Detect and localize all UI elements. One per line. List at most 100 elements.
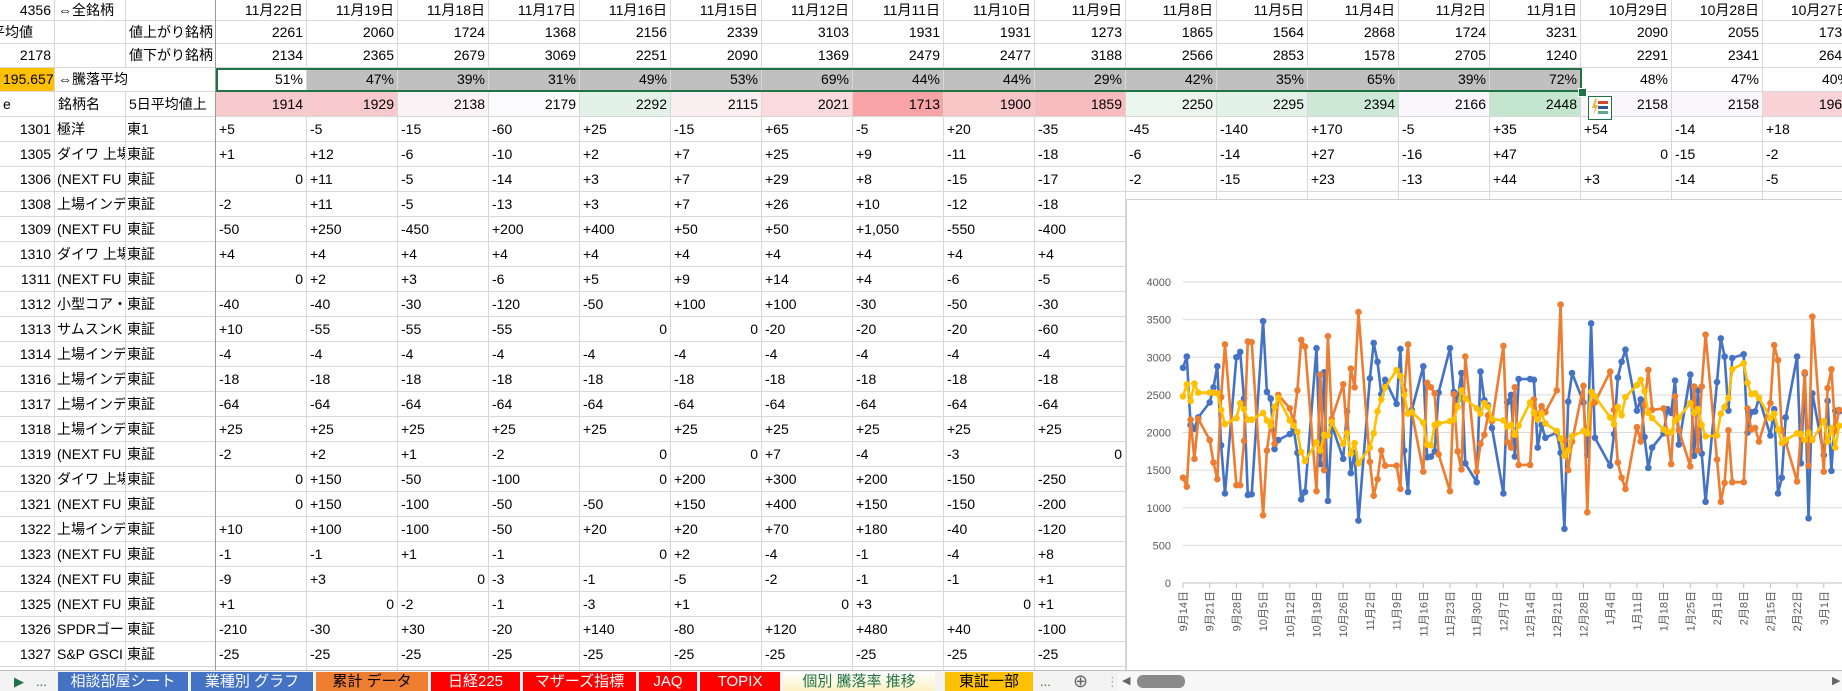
price-change-cell[interactable]: -30 [307,617,398,642]
price-change-cell[interactable]: +100 [671,292,762,317]
price-change-cell[interactable]: -13 [1399,167,1490,192]
advancers-value[interactable]: 2261 [216,21,307,44]
sheet-tab[interactable]: 相談部屋シート [58,672,188,691]
price-change-cell[interactable]: -1 [853,567,944,592]
ratio-value[interactable]: 49% [580,68,671,92]
price-change-cell[interactable]: -12 [944,192,1035,217]
price-change-cell[interactable]: +65 [762,117,853,142]
price-change-cell[interactable]: -50 [398,467,489,492]
price-change-cell[interactable]: +7 [762,442,853,467]
price-change-cell[interactable]: -2 [216,192,307,217]
avg5-value[interactable]: 2292 [580,92,671,117]
price-change-cell[interactable]: -3 [580,592,671,617]
price-change-cell[interactable]: 0 [580,542,671,567]
scroll-left-arrow[interactable]: ◀ [1122,675,1131,687]
advancers-value[interactable]: 2156 [580,21,671,44]
price-change-cell[interactable]: -25 [398,642,489,667]
stock-name[interactable]: (NEXT FU [55,167,126,192]
date-header[interactable]: 11月1日 [1490,0,1581,21]
avg5-value[interactable]: 2021 [762,92,853,117]
price-change-cell[interactable]: -5 [1035,267,1126,292]
price-change-cell[interactable]: 0 [580,442,671,467]
ratio-value[interactable]: 44% [853,68,944,92]
ratio-value[interactable]: 47% [1672,68,1763,92]
advancers-value[interactable]: 1273 [1035,21,1126,44]
price-change-cell[interactable]: +1 [398,542,489,567]
price-change-cell[interactable]: -64 [853,392,944,417]
price-change-cell[interactable]: +1 [216,142,307,167]
price-change-cell[interactable]: -18 [762,367,853,392]
price-change-cell[interactable]: -25 [762,642,853,667]
price-change-cell[interactable]: +4 [580,242,671,267]
ratio-value[interactable]: 47% [307,68,398,92]
price-change-cell[interactable]: -14 [1672,117,1763,142]
stock-name[interactable]: (NEXT FU [55,217,126,242]
avg5-value[interactable]: 2448 [1490,92,1581,117]
stock-code[interactable]: 1312 [0,292,55,317]
price-change-cell[interactable]: +130 [853,667,944,670]
advancers-label[interactable]: 値上がり銘柄 [126,21,216,44]
price-change-cell[interactable]: +35 [1490,117,1581,142]
price-change-cell[interactable]: +25 [580,117,671,142]
advancers-value[interactable]: 2060 [307,21,398,44]
price-change-cell[interactable]: -40 [307,292,398,317]
date-header[interactable]: 10月27日 [1763,0,1842,21]
avg5-value[interactable]: 1900 [944,92,1035,117]
price-change-cell[interactable]: -18 [1035,192,1126,217]
price-change-cell[interactable]: +4 [944,242,1035,267]
price-change-cell[interactable]: -2 [398,592,489,617]
stock-code[interactable]: 1321 [0,492,55,517]
price-change-cell[interactable]: 0 [216,492,307,517]
advancers-value[interactable]: 1724 [398,21,489,44]
decliners-value[interactable]: 2341 [1672,44,1763,68]
stock-market[interactable]: 東証 [126,542,216,567]
ratio-average-cell[interactable]: 195.657 [0,68,55,92]
price-change-cell[interactable]: +40 [580,667,671,670]
price-change-cell[interactable]: -5 [398,167,489,192]
date-header[interactable]: 11月12日 [762,0,853,21]
price-change-cell[interactable]: -55 [489,317,580,342]
price-change-cell[interactable]: -5 [1399,117,1490,142]
price-change-cell[interactable]: -80 [671,617,762,642]
price-change-cell[interactable]: +180 [853,517,944,542]
price-change-cell[interactable]: +27 [1308,142,1399,167]
decliners-value[interactable]: 2645 [1763,44,1842,68]
tab-scroll-next-button[interactable]: ▶ [14,674,24,689]
date-header[interactable]: 11月15日 [671,0,762,21]
stock-code[interactable]: 1310 [0,242,55,267]
price-change-cell[interactable]: -210 [216,617,307,642]
price-change-cell[interactable]: +200 [853,467,944,492]
sheet-tab[interactable]: 累計 データ [316,672,428,691]
price-change-cell[interactable]: 0 [216,167,307,192]
add-sheet-button[interactable]: ⊕ [1073,671,1089,691]
price-change-cell[interactable]: -3 [944,442,1035,467]
price-change-cell[interactable]: -250 [1035,467,1126,492]
price-change-cell[interactable]: +3 [398,267,489,292]
price-change-cell[interactable]: +4 [1035,242,1126,267]
price-change-cell[interactable]: +150 [853,492,944,517]
price-change-cell[interactable]: +300 [762,467,853,492]
stock-name[interactable]: 上場インデ [55,517,126,542]
stock-code[interactable]: 1314 [0,342,55,367]
stock-name[interactable]: 上場インデ [55,342,126,367]
date-header[interactable]: 11月5日 [1217,0,1308,21]
price-change-cell[interactable]: -40 [216,667,307,670]
price-change-cell[interactable]: +30 [398,617,489,642]
price-change-cell[interactable]: -6 [944,267,1035,292]
price-change-cell[interactable]: -16 [1399,142,1490,167]
price-change-cell[interactable]: -25 [944,642,1035,667]
price-change-cell[interactable]: -15 [1217,167,1308,192]
scroll-right-arrow[interactable]: ▶ [1832,675,1841,687]
advancers-value[interactable]: 3103 [762,21,853,44]
sheet-tab[interactable]: JAQ [639,672,697,691]
sheet-tab[interactable]: TOPIX [700,672,780,691]
price-change-cell[interactable]: +10 [853,192,944,217]
stock-code[interactable]: 1313 [0,317,55,342]
price-change-cell[interactable]: -64 [944,392,1035,417]
sheet-tab[interactable]: 日経225 [431,672,520,691]
price-change-cell[interactable]: -100 [1035,617,1126,642]
stock-name[interactable]: 小型コア・ [55,292,126,317]
stock-market[interactable]: 東1 [126,117,216,142]
price-change-cell[interactable]: -4 [853,342,944,367]
price-change-cell[interactable]: +4 [671,242,762,267]
